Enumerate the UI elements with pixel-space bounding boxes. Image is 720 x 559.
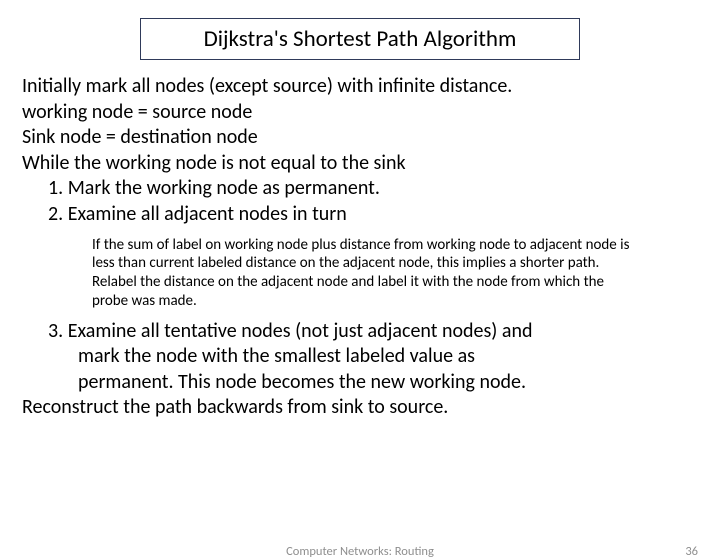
line-step1: 1. Mark the working node as permanent. (22, 176, 698, 202)
slide-content: Initially mark all nodes (except source)… (0, 60, 720, 421)
line-step3a: 3. Examine all tentative nodes (not just… (22, 319, 698, 345)
sub-explanation: If the sum of label on working node plus… (22, 228, 698, 319)
footer-label: Computer Networks: Routing (286, 544, 434, 559)
line-reconstruct: Reconstruct the path backwards from sink… (22, 395, 698, 421)
line-step3c: permanent. This node becomes the new wor… (22, 370, 698, 396)
line-working: working node = source node (22, 100, 698, 126)
line-while: While the working node is not equal to t… (22, 151, 698, 177)
page-number: 36 (685, 544, 698, 559)
line-step2: 2. Examine all adjacent nodes in turn (22, 202, 698, 228)
line-sink: Sink node = destination node (22, 125, 698, 151)
title-box: Dijkstra's Shortest Path Algorithm (140, 18, 580, 60)
line-step3b: mark the node with the smallest labeled … (22, 344, 698, 370)
line-init: Initially mark all nodes (except source)… (22, 74, 698, 100)
slide-title: Dijkstra's Shortest Path Algorithm (141, 25, 579, 53)
